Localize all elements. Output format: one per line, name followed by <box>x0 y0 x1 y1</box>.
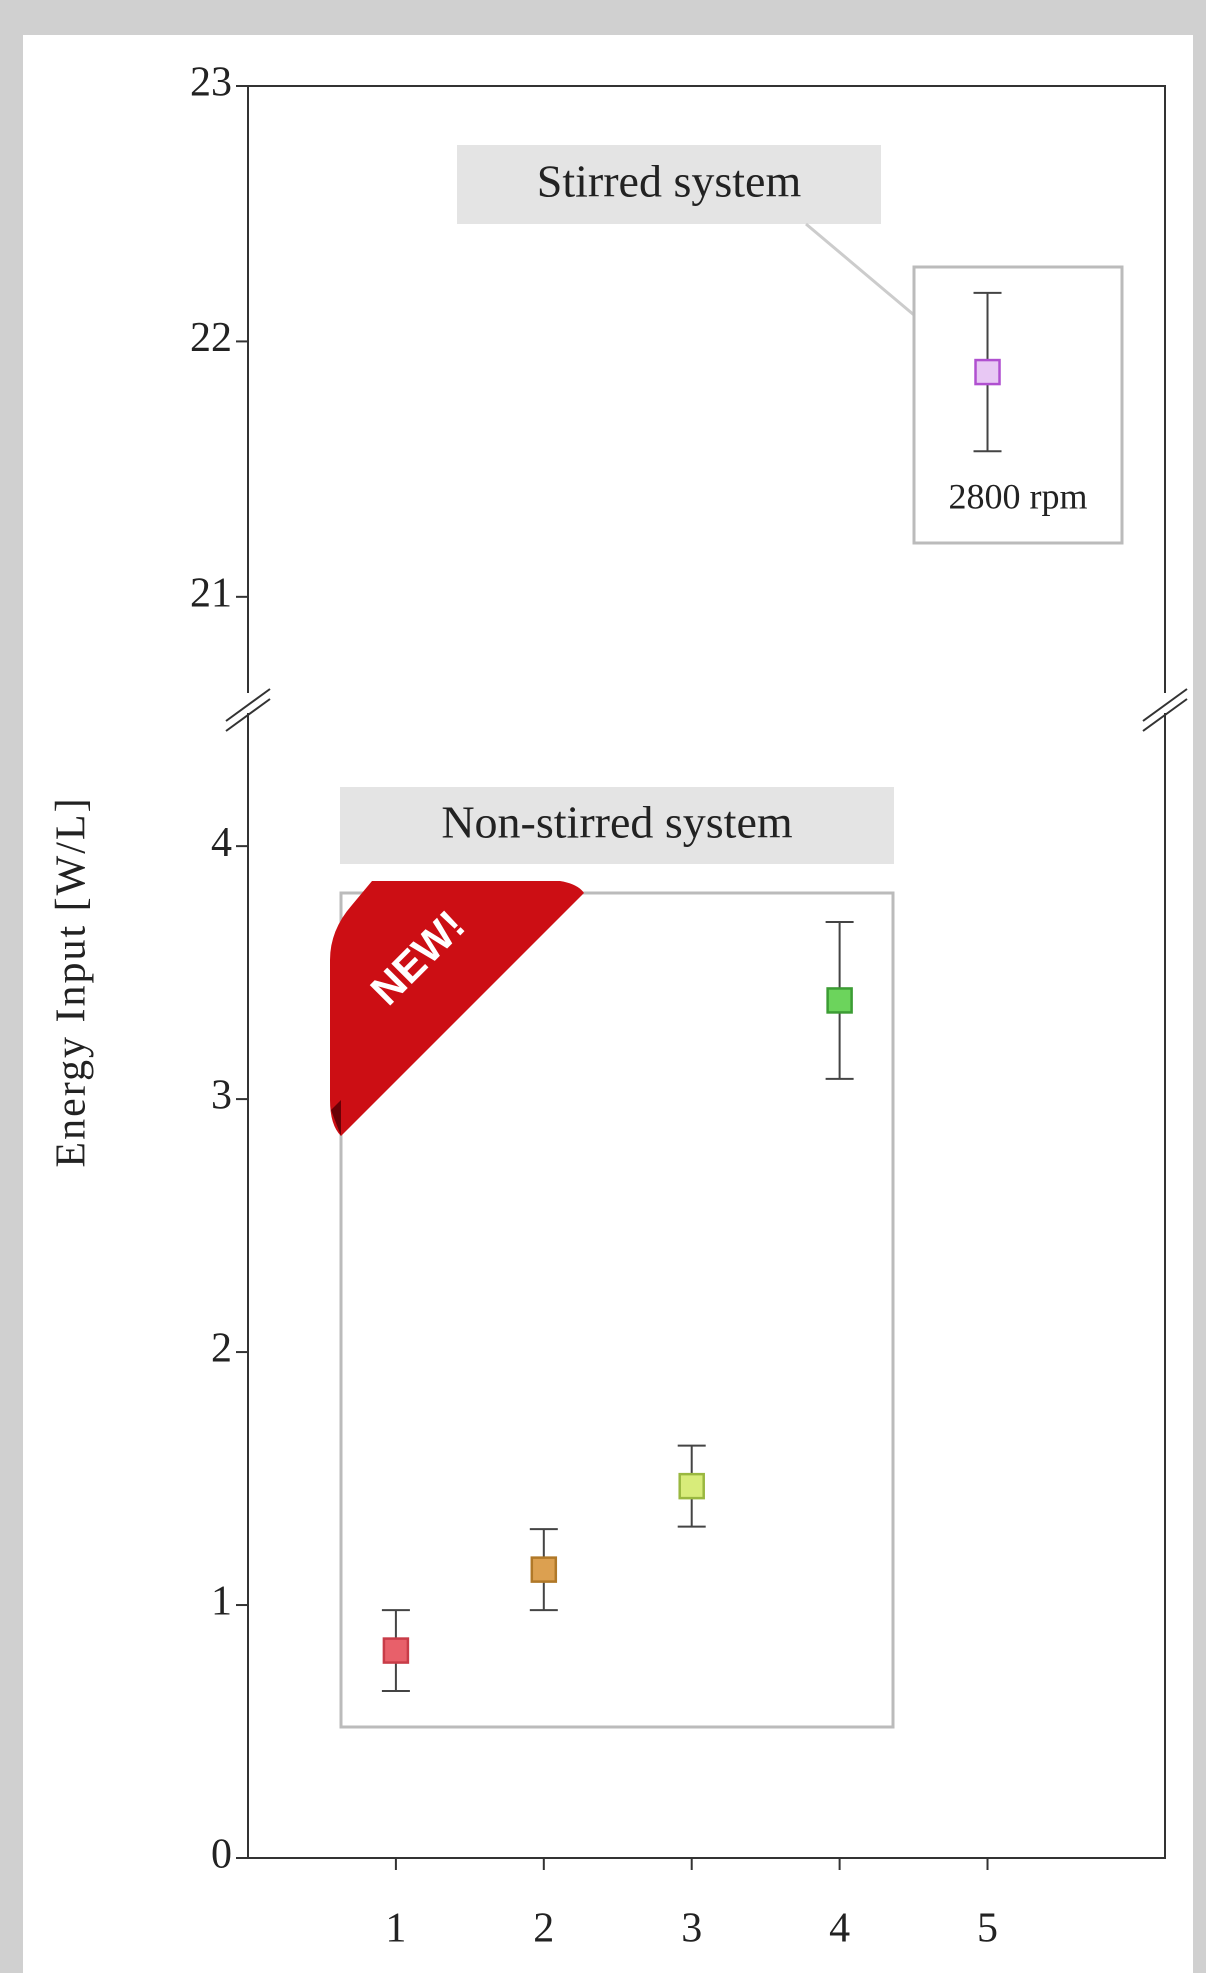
y-axis-label: Energy Input [W/L] <box>49 796 95 1167</box>
y-tick-label: 0 <box>211 1832 232 1878</box>
y-tick-label: 2 <box>211 1326 232 1372</box>
x-tick-label: 4 <box>829 1906 850 1952</box>
y-tick-label: 4 <box>211 820 232 866</box>
marker <box>976 360 1000 384</box>
annotation: Stirred system <box>537 156 802 207</box>
x-tick-label: 2 <box>533 1906 554 1952</box>
x-tick-label: 3 <box>681 1906 702 1952</box>
x-tick-label: 1 <box>385 1906 406 1952</box>
y-tick-label: 22 <box>190 315 232 361</box>
marker <box>384 1639 408 1663</box>
y-tick-label: 21 <box>190 570 232 616</box>
x-tick-label: 5 <box>977 1906 998 1952</box>
y-tick-label: 1 <box>211 1579 232 1625</box>
chart: Stirred system 2800 rpm Non-stirred syst… <box>0 0 1206 1973</box>
annotation: Non-stirred system <box>441 797 793 848</box>
marker <box>828 988 852 1012</box>
marker <box>532 1558 556 1582</box>
y-tick-label: 3 <box>211 1073 232 1119</box>
y-tick-label: 23 <box>190 60 232 106</box>
annotation: 2800 rpm <box>949 476 1088 516</box>
page: Stirred system 2800 rpm Non-stirred syst… <box>0 0 1206 1973</box>
marker <box>680 1474 704 1498</box>
